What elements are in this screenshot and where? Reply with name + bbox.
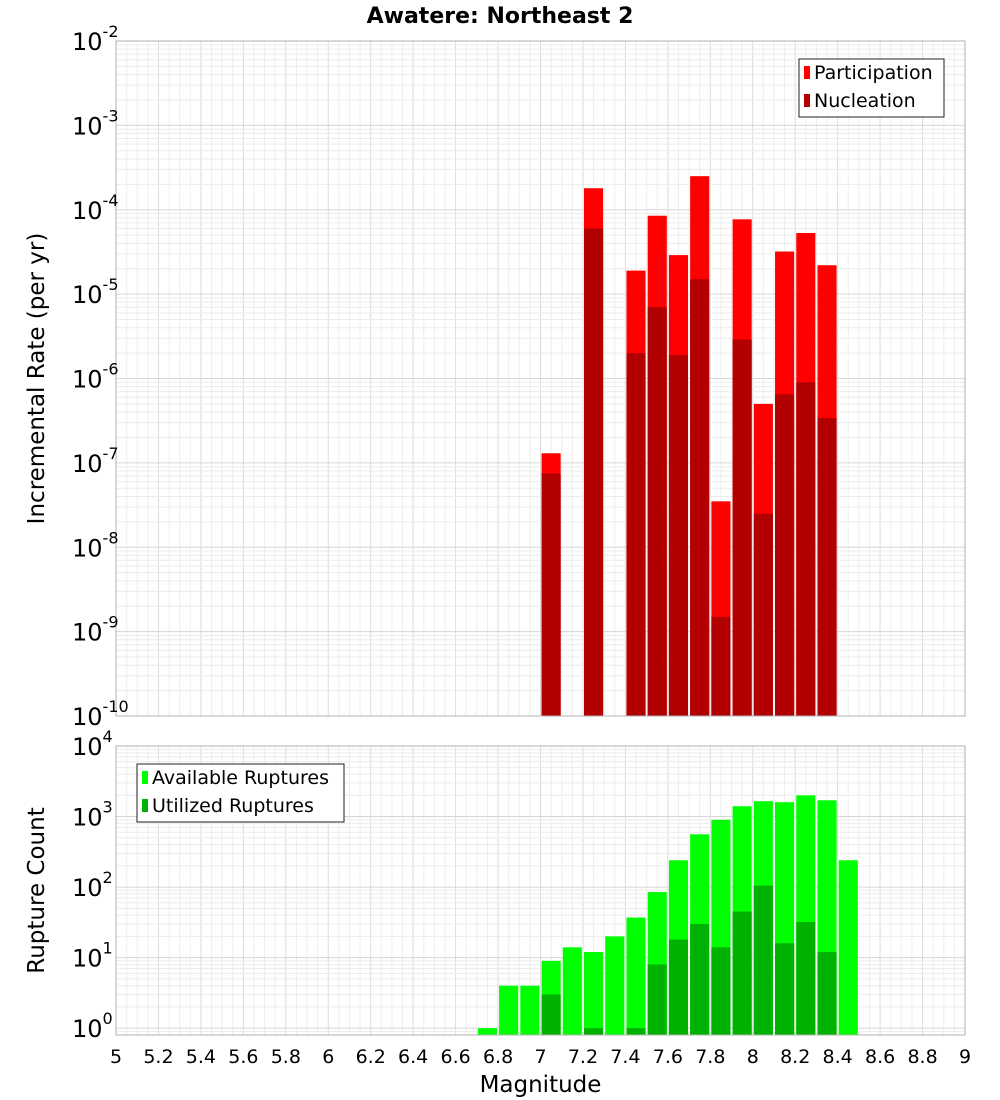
y-tick-label: 10-6 [72,360,119,394]
y-tick-label: 100 [72,1009,113,1043]
nucleation-bar [775,394,795,716]
nucleation-bar [690,279,710,716]
utilized-ruptures-bar [668,939,689,1035]
x-tick-label: 6 [322,1046,334,1068]
legend-swatch [804,66,810,79]
utilized-ruptures-bar [541,994,561,1035]
utilized-ruptures-bar [775,943,795,1035]
legend-swatch [804,94,810,107]
y-tick-label: 10-8 [72,528,119,562]
y-tick-label: 101 [72,939,113,973]
y-tick-label: 10-3 [72,106,119,140]
legend-label: Available Ruptures [152,767,329,789]
nucleation-bar [647,307,667,716]
available-ruptures-bar [499,985,519,1035]
bottom-panel: 100 101 102 103 104 Rupture Count 5 5.2 5.4 5.6 5.… [24,727,971,1098]
utilized-ruptures-bar [732,911,752,1035]
y-tick-labels: 10-10 10-9 10-8 10-7 10-6 10-5 10-4 10-3 10-2 [72,22,129,731]
chart-title: Awatere: Northeast 2 [367,4,634,29]
y-tick-label: 104 [72,727,113,761]
x-tick-label: 8.4 [823,1046,853,1068]
legend: Participation Nucleation [798,58,945,118]
x-tick-label: 7.6 [653,1046,683,1068]
x-tick-label: 6.8 [483,1046,513,1068]
legend-label: Participation [814,62,933,84]
utilized-ruptures-bar [753,885,773,1035]
x-tick-label: 5.6 [228,1046,258,1068]
bars [477,795,858,1035]
x-tick-label: 7 [534,1046,546,1068]
x-tick-label: 5.4 [186,1046,216,1068]
x-tick-label: 7.4 [610,1046,640,1068]
y-axis-label: Incremental Rate (per yr) [24,233,50,525]
y-axis-label: Rupture Count [24,807,50,973]
x-tick-label: 8.2 [780,1046,810,1068]
y-tick-label: 10-7 [72,444,119,478]
y-tick-label: 10-5 [72,275,119,309]
nucleation-bar [541,473,561,716]
x-tick-label: 8.6 [865,1046,895,1068]
x-tick-label: 6.4 [398,1046,428,1068]
x-tick-label: 6.6 [440,1046,470,1068]
x-tick-label: 9 [959,1046,971,1068]
x-tick-label: 5 [110,1046,122,1068]
legend-label: Nucleation [814,90,916,112]
x-tick-label: 8 [747,1046,759,1068]
y-tick-label: 102 [72,868,113,902]
y-tick-labels: 100 101 102 103 104 [72,727,113,1043]
utilized-ruptures-bar [584,1028,604,1035]
available-ruptures-bar [605,936,625,1035]
x-tick-labels: 5 5.2 5.4 5.6 5.8 6 6.2 6.4 6.6 6.8 7 7.2 7.4 7.6 7.8 8… [110,1046,971,1068]
top-panel: 10-10 10-9 10-8 10-7 10-6 10-5 10-4 10-3 10-2 Inc… [24,22,966,731]
x-tick-label: 5.2 [143,1046,173,1068]
available-ruptures-bar [562,947,582,1035]
utilized-ruptures-bar [626,1028,646,1035]
x-tick-label: 7.8 [695,1046,725,1068]
nucleation-bar [711,616,731,716]
nucleation-bar [626,353,646,716]
available-ruptures-bar [584,952,604,1035]
utilized-ruptures-bar [647,964,667,1035]
legend-box [798,58,945,118]
nucleation-bar [753,513,773,716]
y-tick-label: 10-10 [72,697,129,731]
nucleation-bar [584,228,604,716]
legend-swatch [142,799,148,812]
available-ruptures-bar [477,1028,497,1035]
plot-frame [115,40,966,717]
y-tick-label: 10-9 [72,613,119,647]
y-tick-label: 103 [72,798,113,832]
y-tick-label: 10-4 [72,191,119,225]
nucleation-bar [817,418,837,716]
plot-frame [115,745,966,1036]
x-tick-label: 8.8 [907,1046,937,1068]
available-ruptures-bar [838,860,858,1035]
utilized-ruptures-bar [690,923,710,1035]
utilized-ruptures-bar [796,921,816,1035]
available-ruptures-bar [520,985,540,1035]
y-tick-label: 10-2 [72,22,119,56]
x-tick-label: 6.2 [356,1046,386,1068]
legend-box [136,763,345,823]
x-tick-label: 7.2 [568,1046,598,1068]
x-axis-label: Magnitude [480,1072,602,1098]
nucleation-bar [796,382,816,716]
legend: Available Ruptures Utilized Ruptures [136,763,345,823]
legend-label: Utilized Ruptures [152,795,314,817]
available-ruptures-bar [626,917,646,1035]
utilized-ruptures-bar [817,952,837,1035]
bars [541,176,837,717]
nucleation-bar [732,339,752,716]
legend-swatch [142,771,148,784]
grid [115,40,966,717]
utilized-ruptures-bar [711,947,731,1035]
nucleation-bar [668,354,689,716]
x-tick-label: 5.8 [271,1046,301,1068]
